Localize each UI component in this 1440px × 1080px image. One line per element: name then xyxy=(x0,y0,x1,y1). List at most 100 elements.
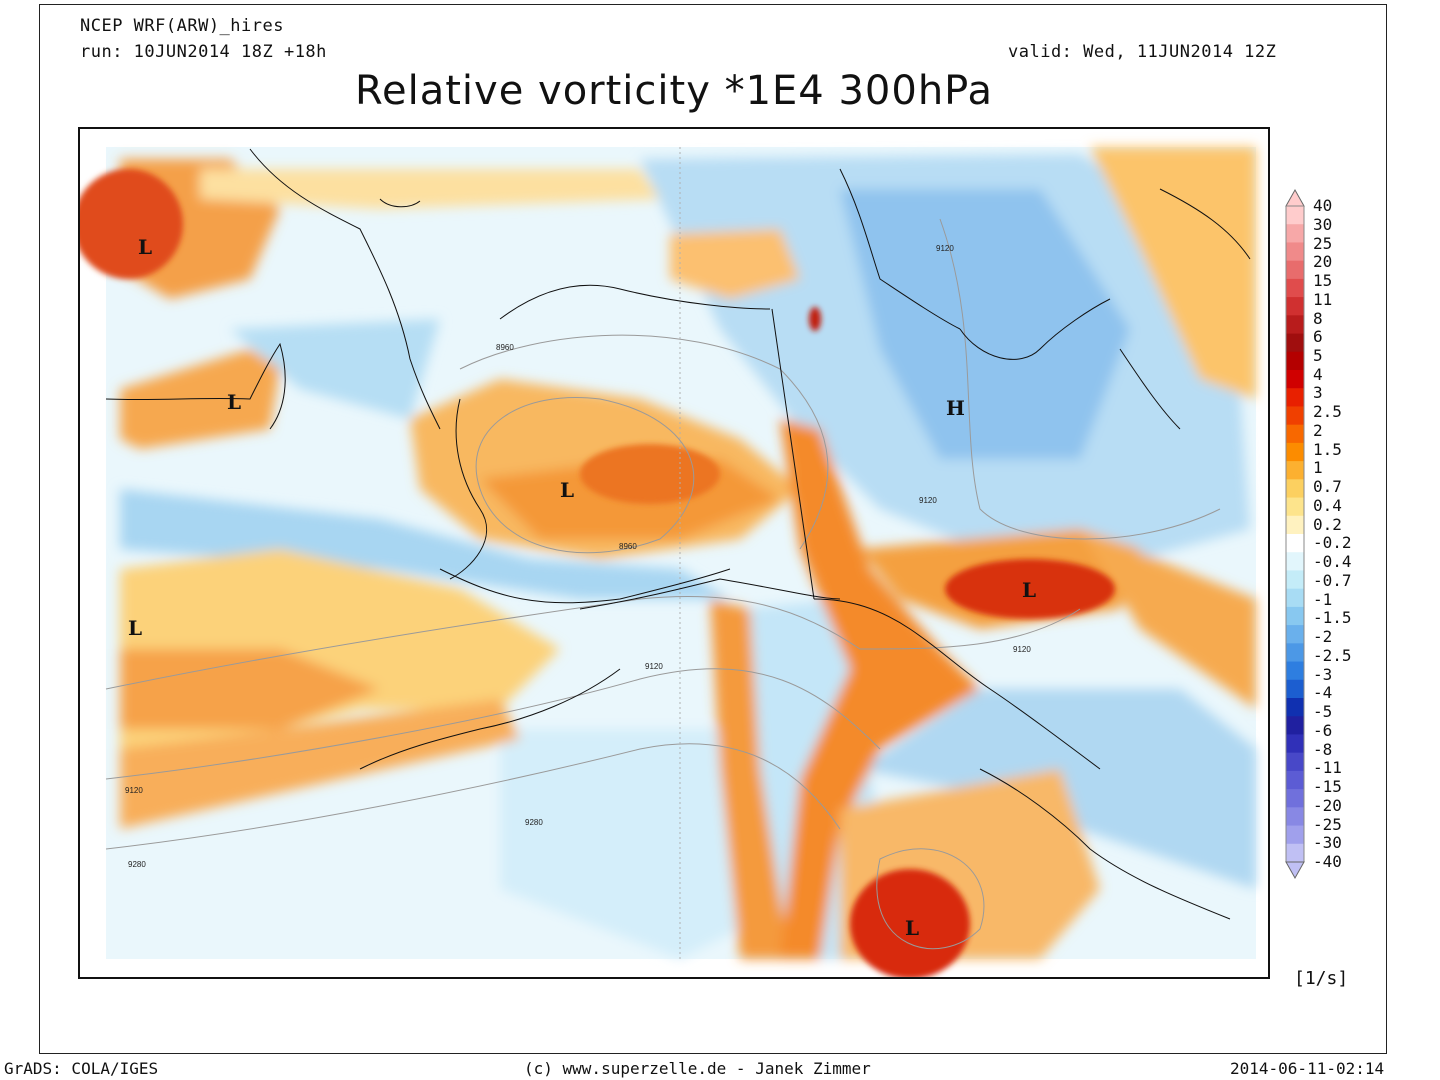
legend-label: -25 xyxy=(1313,814,1342,834)
contour-label: 9280 xyxy=(525,818,543,827)
contour-label: 8960 xyxy=(496,343,514,352)
field-neg-north-core xyxy=(840,189,1130,459)
high-pressure-marker: H xyxy=(946,396,965,420)
map-title: Relative vorticity *1E4 300hPa xyxy=(355,68,994,114)
legend-label: 0.2 xyxy=(1313,514,1342,534)
legend-swatch xyxy=(1286,515,1304,535)
legend-label: -5 xyxy=(1313,702,1333,722)
footer-software: GrADS: COLA/IGES xyxy=(4,1059,159,1078)
legend-label: 1.5 xyxy=(1313,439,1342,459)
low-pressure-marker: L xyxy=(560,478,574,502)
contour-label: 9280 xyxy=(128,860,146,869)
legend-label: 3 xyxy=(1313,383,1323,403)
pressure-systems: L L L L L L H xyxy=(128,235,1036,940)
legend-swatch xyxy=(1286,807,1304,827)
legend-swatch xyxy=(1286,770,1304,790)
legend-swatch xyxy=(1286,370,1304,389)
core-east xyxy=(945,559,1115,619)
legend-swatch xyxy=(1286,333,1304,353)
legend-swatch xyxy=(1286,570,1304,590)
legend-label: 30 xyxy=(1313,214,1333,234)
legend-swatch xyxy=(1286,206,1304,225)
contour-label: 9120 xyxy=(919,496,937,505)
legend-label: -4 xyxy=(1313,683,1333,703)
legend-label: 20 xyxy=(1313,252,1333,272)
legend-label: -15 xyxy=(1313,777,1342,796)
legend-label: -8 xyxy=(1313,739,1333,759)
run-time: run: 10JUN2014 18Z +18h xyxy=(80,42,327,62)
legend-swatch xyxy=(1286,406,1304,426)
field-neg-west xyxy=(230,319,440,419)
footer-credit: (c) www.superzelle.de - Janek Zimmer xyxy=(524,1059,871,1078)
legend-label: -40 xyxy=(1313,852,1342,871)
legend-label: 0.7 xyxy=(1313,477,1342,497)
legend-label: -20 xyxy=(1313,795,1342,815)
field-pos-south-band xyxy=(120,699,520,829)
core-south xyxy=(850,869,970,977)
legend-label: -0.4 xyxy=(1313,552,1352,572)
low-pressure-marker: L xyxy=(1022,578,1036,602)
legend-swatch xyxy=(1286,789,1304,808)
legend-swatch xyxy=(1286,698,1304,717)
color-legend xyxy=(1285,188,1305,880)
legend-label: 11 xyxy=(1313,289,1333,309)
legend-swatch xyxy=(1286,606,1304,626)
legend-label: -1 xyxy=(1313,589,1333,609)
legend-label: 5 xyxy=(1313,345,1323,365)
legend-swatch xyxy=(1286,497,1304,517)
legend-swatch xyxy=(1286,716,1304,735)
legend-swatch xyxy=(1286,351,1304,371)
core-spot xyxy=(809,307,821,331)
contour-label: 9120 xyxy=(645,662,663,671)
legend-swatch xyxy=(1286,442,1304,462)
core-center xyxy=(580,444,720,504)
legend-label: -30 xyxy=(1313,833,1342,853)
legend-label: -0.7 xyxy=(1313,570,1352,590)
legend-label: -11 xyxy=(1313,758,1342,778)
legend-label: 2 xyxy=(1313,420,1323,440)
vorticity-map: 9120 8960 8960 9120 9120 9120 9120 9280 … xyxy=(78,127,1270,979)
height-contours xyxy=(105,218,1221,950)
legend-label: 2.5 xyxy=(1313,402,1342,422)
low-pressure-marker: L xyxy=(138,235,152,259)
legend-swatch xyxy=(1286,679,1304,699)
contour-label: 9120 xyxy=(125,786,143,795)
field-pos-north xyxy=(670,229,800,299)
legend-swatch xyxy=(1286,825,1304,845)
legend-swatch xyxy=(1286,479,1304,499)
contour-label: 9120 xyxy=(936,244,954,253)
legend-swatch xyxy=(1286,260,1304,280)
field-pos-trough xyxy=(780,419,980,959)
legend-label: -2.5 xyxy=(1313,645,1352,665)
legend-units: [1/s] xyxy=(1294,968,1349,989)
legend-swatch xyxy=(1286,661,1304,681)
legend-swatch xyxy=(1286,643,1304,663)
legend-label: -6 xyxy=(1313,720,1333,740)
legend-swatch xyxy=(1286,534,1304,553)
map-canvas: 9120 8960 8960 9120 9120 9120 9120 9280 … xyxy=(80,147,1256,977)
legend-label: -1.5 xyxy=(1313,608,1352,628)
legend-swatch xyxy=(1286,552,1304,571)
figure-frame xyxy=(39,4,1387,1054)
legend-label: 4 xyxy=(1313,364,1323,384)
legend-swatch xyxy=(1286,315,1304,335)
legend-swatch xyxy=(1286,224,1304,243)
legend-label: 6 xyxy=(1313,327,1323,347)
legend-swatch xyxy=(1286,752,1304,772)
legend-swatch xyxy=(1286,588,1304,608)
legend-swatch xyxy=(1286,242,1304,262)
legend-swatch xyxy=(1286,278,1304,298)
legend-swatch xyxy=(1286,843,1304,863)
contour-labels: 9120 8960 8960 9120 9120 9120 9120 9280 … xyxy=(125,244,1031,869)
legend-swatch xyxy=(1286,734,1304,754)
legend-cap-bottom xyxy=(1285,861,1305,880)
valid-time: valid: Wed, 11JUN2014 12Z xyxy=(1008,42,1277,62)
low-pressure-marker: L xyxy=(905,916,919,940)
legend-label: 15 xyxy=(1313,271,1333,290)
core-nw xyxy=(80,169,183,279)
legend-swatch xyxy=(1286,297,1304,316)
legend-label: 1 xyxy=(1313,458,1323,478)
legend-label: 0.4 xyxy=(1313,495,1342,515)
legend-label: 8 xyxy=(1313,308,1323,328)
contour-label: 8960 xyxy=(619,542,637,551)
